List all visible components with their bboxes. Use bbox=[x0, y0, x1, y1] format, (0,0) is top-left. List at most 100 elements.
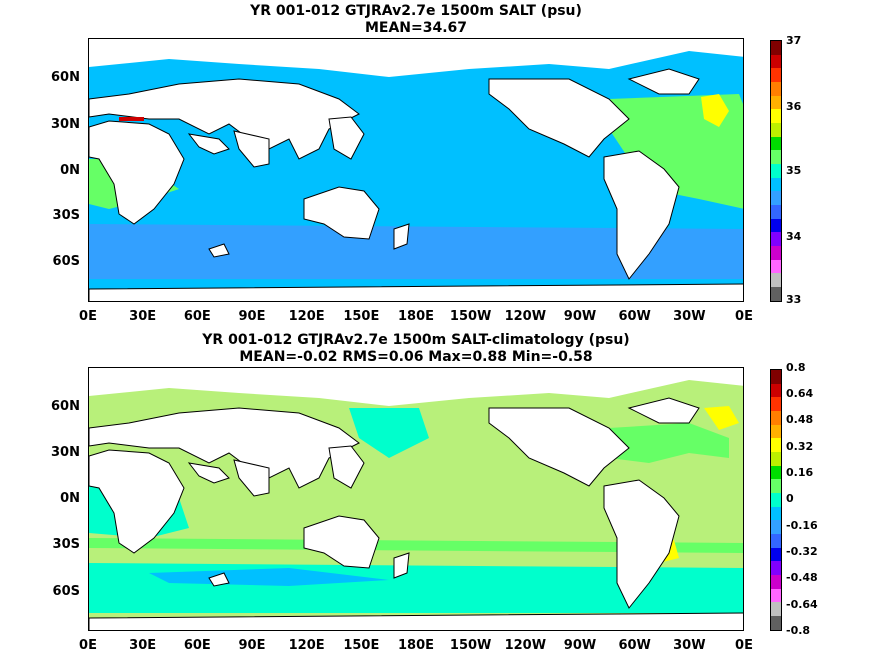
panel1-ylabel-0n: 0N bbox=[60, 163, 80, 178]
panel2-xlabel-12: 0E bbox=[735, 638, 753, 653]
panel1-xlabel-9: 90W bbox=[563, 309, 597, 324]
panel1-colorbar-segment bbox=[771, 82, 781, 96]
panel2-cb-label-0: 0.8 bbox=[786, 361, 806, 374]
panel2-cb-label-6: -0.16 bbox=[786, 519, 818, 532]
panel1-colorbar-segment bbox=[771, 95, 781, 110]
panel2-xlabel-2: 60E bbox=[183, 638, 211, 653]
panel1-xlabel-8: 120W bbox=[504, 309, 547, 324]
panel2-colorbar-segment bbox=[771, 383, 781, 398]
panel1-map-svg bbox=[89, 39, 743, 301]
panel1-cb-label-37: 37 bbox=[786, 34, 802, 47]
panel2-land bbox=[89, 397, 743, 630]
panel1-colorbar-segment bbox=[771, 232, 781, 247]
panel1-colorbar-segment bbox=[771, 177, 781, 192]
panel2-pacific-zero bbox=[349, 408, 429, 458]
panel2-atlantic-pos bbox=[609, 423, 729, 463]
panel2-colorbar-segment bbox=[771, 547, 781, 562]
panel2-xlabel-7: 150W bbox=[449, 638, 492, 653]
panel2-xlabel-11: 30W bbox=[673, 638, 706, 653]
panel2-colorbar-segment bbox=[771, 370, 781, 384]
panel1-land bbox=[89, 68, 743, 301]
panel2-south-pos-band bbox=[89, 538, 743, 553]
panel1-southern-low bbox=[89, 224, 743, 279]
panel2-cb-label-2: 0.48 bbox=[786, 413, 814, 426]
panel1-xlabel-2: 60E bbox=[183, 309, 211, 324]
panel1-colorbar-segment bbox=[771, 287, 781, 301]
panel1-ylabel-30s: 30S bbox=[52, 208, 80, 223]
panel2-cb-label-9: -0.64 bbox=[786, 598, 818, 611]
panel1-xlabel-3: 90E bbox=[238, 309, 266, 324]
panel1-colorbar-segment bbox=[771, 136, 781, 151]
panel2-ylabel-30n: 30N bbox=[51, 445, 80, 460]
panel2-ylabel-60n: 60N bbox=[51, 399, 80, 414]
panel1-colorbar-segment bbox=[771, 54, 781, 69]
panel2-xlabel-1: 30E bbox=[129, 638, 157, 653]
panel2-cb-label-5: 0 bbox=[786, 492, 794, 505]
panel1-atlantic-high bbox=[609, 94, 743, 209]
panel1-map bbox=[88, 38, 744, 302]
panel1-xlabel-10: 60W bbox=[618, 309, 651, 324]
panel1-title: YR 001-012 GTJRAv2.7e 1500m SALT (psu) bbox=[250, 3, 582, 19]
panel2-colorbar-segment bbox=[771, 575, 781, 589]
panel2-ylabel-60s: 60S bbox=[52, 584, 80, 599]
panel2-map-svg bbox=[89, 368, 743, 630]
panel2-colorbar-segment bbox=[771, 452, 781, 466]
panel1-mean: MEAN=34.67 bbox=[364, 20, 468, 36]
panel2-colorbar-segment bbox=[771, 479, 781, 494]
panel1-colorbar-segment bbox=[771, 68, 781, 83]
panel1-xlabel-6: 180E bbox=[397, 309, 435, 324]
panel1-ylabel-60n: 60N bbox=[51, 70, 80, 85]
panel2-cb-label-7: -0.32 bbox=[786, 545, 818, 558]
panel2-colorbar-segment bbox=[771, 493, 781, 507]
panel2-cb-label-1: 0.64 bbox=[786, 387, 814, 400]
panel1-colorbar-segment bbox=[771, 150, 781, 165]
panel2-map bbox=[88, 367, 744, 631]
panel2-southern-neg bbox=[149, 568, 389, 586]
panel1-colorbar-segment bbox=[771, 164, 781, 178]
panel2-cb-label-4: 0.16 bbox=[786, 466, 814, 479]
panel1-xlabel-12: 0E bbox=[735, 309, 753, 324]
panel1-xlabel-7: 150W bbox=[449, 309, 492, 324]
panel1-xlabel-5: 150E bbox=[343, 309, 380, 324]
panel1-colorbar-segment bbox=[771, 123, 781, 137]
panel1-cb-label-35: 35 bbox=[786, 164, 802, 177]
panel2-colorbar bbox=[770, 369, 782, 631]
panel1-ylabel-30n: 30N bbox=[51, 117, 80, 132]
panel1-colorbar-segment bbox=[771, 218, 781, 233]
panel2-xlabel-10: 60W bbox=[618, 638, 651, 653]
panel1-mediterranean bbox=[119, 117, 144, 121]
panel2-xlabel-8: 120W bbox=[504, 638, 547, 653]
panel2-colorbar-segment bbox=[771, 438, 781, 453]
panel2-colorbar-segment bbox=[771, 602, 781, 617]
panel1-ylabel-60s: 60S bbox=[52, 254, 80, 269]
panel1-arctic bbox=[89, 39, 743, 77]
panel2-xlabel-3: 90E bbox=[238, 638, 266, 653]
panel2-stats: MEAN=-0.02 RMS=0.06 Max=0.88 Min=-0.58 bbox=[239, 349, 593, 365]
panel2-arctic bbox=[89, 368, 743, 406]
panel1-colorbar-segment bbox=[771, 259, 781, 274]
panel1-xlabel-11: 30W bbox=[673, 309, 706, 324]
panel2-colorbar-segment bbox=[771, 506, 781, 521]
panel1-colorbar bbox=[770, 40, 782, 302]
panel2-title: YR 001-012 GTJRAv2.7e 1500m SALT-climato… bbox=[202, 332, 630, 348]
panel2-colorbar-segment bbox=[771, 588, 781, 603]
panel2-ylabel-0n: 0N bbox=[60, 491, 80, 506]
panel1-xlabel-4: 120E bbox=[288, 309, 325, 324]
panel2-colorbar-segment bbox=[771, 520, 781, 535]
panel1-colorbar-segment bbox=[771, 109, 781, 124]
panel1-xlabel-1: 30E bbox=[129, 309, 157, 324]
panel2-colorbar-segment bbox=[771, 534, 781, 548]
panel2-cb-label-8: -0.48 bbox=[786, 571, 818, 584]
panel1-colorbar-segment bbox=[771, 273, 781, 288]
panel2-cb-label-3: 0.32 bbox=[786, 440, 814, 453]
panel2-colorbar-segment bbox=[771, 465, 781, 480]
panel2-xlabel-0: 0E bbox=[79, 638, 97, 653]
panel2-colorbar-segment bbox=[771, 424, 781, 439]
panel2-xlabel-4: 120E bbox=[288, 638, 325, 653]
panel1-colorbar-segment bbox=[771, 246, 781, 260]
panel1-cb-label-33: 33 bbox=[786, 293, 802, 306]
panel1-colorbar-segment bbox=[771, 205, 781, 219]
panel2-xlabel-6: 180E bbox=[397, 638, 435, 653]
panel2-xlabel-5: 150E bbox=[343, 638, 380, 653]
panel1-atlantic-peak bbox=[701, 94, 729, 127]
